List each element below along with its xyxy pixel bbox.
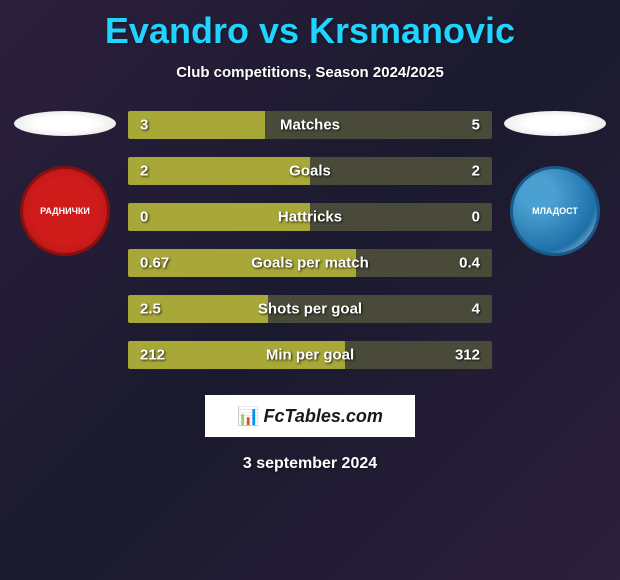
stat-left-value: 2	[140, 163, 148, 180]
stat-right-value: 4	[472, 301, 480, 318]
crest-right-label: МЛАДОСТ	[532, 206, 578, 216]
stat-right-value: 312	[455, 347, 480, 364]
right-ellipse-shadow	[504, 111, 606, 136]
stat-bar-row: 0 0 Hattricks	[128, 203, 492, 231]
stat-right-value: 0	[472, 209, 480, 226]
stat-left-value: 212	[140, 347, 165, 364]
stat-label: Min per goal	[266, 347, 354, 364]
stat-bar-row: 2.5 4 Shots per goal	[128, 295, 492, 323]
stat-right-value: 2	[472, 163, 480, 180]
stat-bar-left-fill	[128, 157, 310, 185]
stat-left-value: 0	[140, 209, 148, 226]
stat-label: Matches	[280, 117, 340, 134]
right-crest-column: МЛАДОСТ	[500, 111, 610, 387]
left-team-crest: РАДНИЧКИ	[20, 166, 110, 256]
page-title: Evandro vs Krsmanovic	[0, 0, 620, 52]
crest-left-label: РАДНИЧКИ	[40, 206, 90, 216]
stat-bar-row: 2 2 Goals	[128, 157, 492, 185]
stats-bars-column: 3 5 Matches 2 2 Goals 0 0 Hattricks 0.67 0.4 Goals …	[120, 111, 500, 387]
stat-left-value: 0.67	[140, 255, 169, 272]
content-area: РАДНИЧКИ 3 5 Matches 2 2 Goals 0 0 Hattricks 0.67…	[0, 111, 620, 387]
stat-left-value: 2.5	[140, 301, 161, 318]
stat-left-value: 3	[140, 117, 148, 134]
stat-bar-row: 3 5 Matches	[128, 111, 492, 139]
stat-right-value: 5	[472, 117, 480, 134]
fctables-logo[interactable]: 📊 FcTables.com	[205, 395, 415, 437]
stat-bar-right-fill	[310, 157, 492, 185]
stat-right-value: 0.4	[459, 255, 480, 272]
page-subtitle: Club competitions, Season 2024/2025	[0, 64, 620, 81]
stat-label: Hattricks	[278, 209, 342, 226]
stat-bar-row: 212 312 Min per goal	[128, 341, 492, 369]
stat-bar-row: 0.67 0.4 Goals per match	[128, 249, 492, 277]
left-crest-column: РАДНИЧКИ	[10, 111, 120, 387]
stat-bar-left-fill	[128, 111, 265, 139]
left-ellipse-shadow	[14, 111, 116, 136]
stat-label: Shots per goal	[258, 301, 362, 318]
date-text: 3 september 2024	[0, 455, 620, 473]
stat-label: Goals per match	[251, 255, 369, 272]
stat-label: Goals	[289, 163, 331, 180]
logo-text: FcTables.com	[264, 406, 383, 427]
right-team-crest: МЛАДОСТ	[510, 166, 600, 256]
chart-icon: 📊	[237, 406, 259, 427]
